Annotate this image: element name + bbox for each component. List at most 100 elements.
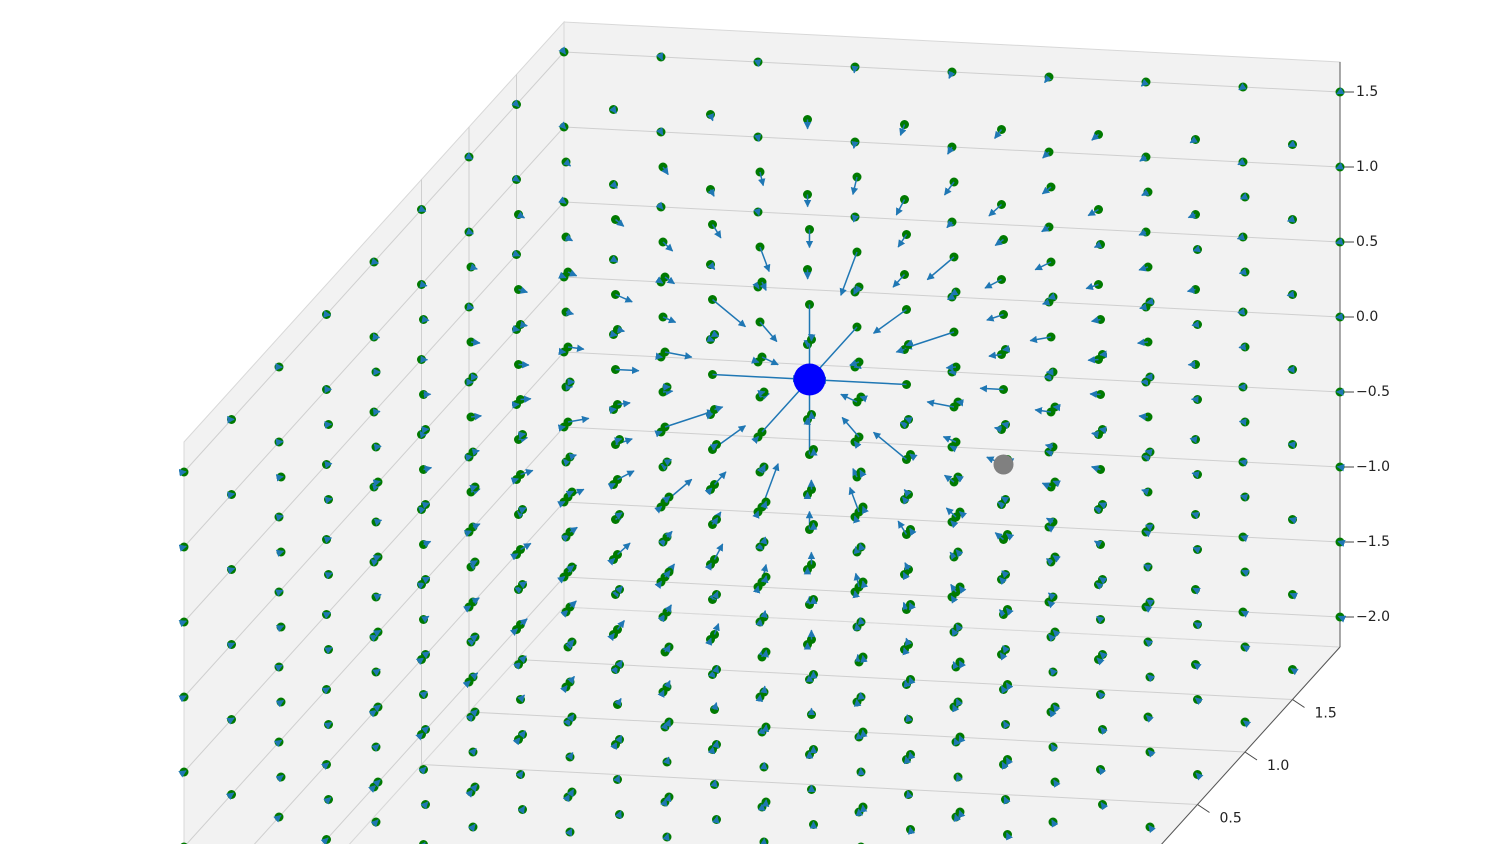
- field-arrow: [759, 536, 768, 545]
- field-arrow: [1186, 286, 1196, 294]
- field-arrow: [565, 308, 575, 316]
- field-arrow: [324, 461, 333, 469]
- field-arrow: [225, 792, 235, 800]
- field-arrow: [655, 201, 664, 210]
- field-arrow: [1143, 530, 1152, 538]
- field-arrow: [1047, 292, 1057, 300]
- field-arrow: [1138, 228, 1147, 236]
- field-arrow: [1237, 308, 1246, 316]
- field-arrow: [998, 609, 1007, 618]
- field-arrow: [1144, 448, 1153, 457]
- field-arrow: [1041, 186, 1052, 195]
- y-tick-label: 1.5: [1315, 706, 1337, 722]
- field-arrow: [662, 241, 674, 252]
- field-arrow: [518, 360, 530, 369]
- field-arrow: [1000, 685, 1009, 694]
- field-arrow: [909, 527, 917, 537]
- field-arrow: [654, 505, 663, 514]
- field-arrow: [275, 699, 285, 708]
- field-arrow: [510, 477, 520, 485]
- field-arrow: [753, 134, 762, 143]
- y-grid-line: [421, 764, 1198, 805]
- field-arrow: [373, 443, 382, 451]
- field-arrow: [470, 412, 483, 421]
- field-arrow: [839, 251, 858, 296]
- field-arrow: [178, 544, 187, 552]
- field-arrow: [994, 129, 1003, 139]
- field-arrow: [515, 770, 524, 779]
- field-arrow: [905, 339, 914, 347]
- field-arrow: [1091, 430, 1100, 439]
- field-arrow: [471, 448, 480, 456]
- field-arrow: [469, 484, 478, 493]
- field-arrow: [1098, 767, 1107, 776]
- field-arrow: [712, 373, 801, 383]
- field-arrow: [955, 549, 964, 558]
- field-arrow: [704, 487, 713, 496]
- field-arrow: [273, 814, 282, 823]
- field-arrow: [1048, 633, 1056, 642]
- field-arrow: [905, 637, 913, 647]
- field-arrow: [613, 774, 621, 784]
- field-arrow: [469, 560, 478, 568]
- field-arrow: [895, 346, 905, 354]
- field-arrow: [566, 639, 575, 648]
- field-arrow: [851, 214, 860, 223]
- field-arrow: [1052, 555, 1061, 563]
- field-arrow: [468, 747, 477, 757]
- z-tick-label: −1.5: [1356, 534, 1390, 550]
- charge: [993, 454, 1014, 475]
- field-arrow: [710, 330, 720, 338]
- field-arrow: [984, 278, 1002, 289]
- field-arrow: [470, 338, 481, 346]
- field-arrow: [1095, 582, 1104, 590]
- field-arrow: [955, 623, 963, 632]
- field-arrow: [464, 454, 474, 462]
- field-arrow: [614, 697, 622, 707]
- field-arrow: [926, 399, 955, 408]
- field-arrow: [557, 575, 566, 584]
- field-arrow: [520, 469, 534, 477]
- field-arrow: [372, 779, 381, 788]
- field-arrow: [849, 359, 860, 367]
- field-arrow: [372, 668, 381, 677]
- field-arrow: [908, 751, 916, 760]
- field-arrow: [607, 482, 616, 491]
- field-arrow: [275, 514, 284, 522]
- field-arrow: [850, 176, 859, 196]
- field-arrow: [609, 255, 619, 263]
- field-arrow: [1053, 779, 1061, 788]
- z-tick-label: 1.0: [1356, 159, 1378, 175]
- field-arrow: [656, 127, 664, 136]
- field-arrow: [370, 257, 380, 266]
- z-tick-label: −2.0: [1356, 609, 1390, 625]
- field-arrow: [226, 717, 235, 725]
- field-arrow: [945, 363, 957, 371]
- charge: [793, 363, 826, 396]
- field-arrow: [511, 249, 521, 257]
- field-arrow: [324, 646, 333, 655]
- field-arrow: [1089, 390, 1101, 399]
- field-arrow: [472, 523, 481, 531]
- field-arrow: [663, 718, 671, 728]
- field-arrow: [469, 784, 478, 793]
- field-arrow: [415, 732, 424, 741]
- field-arrow: [420, 801, 429, 810]
- field-arrow: [1049, 668, 1058, 677]
- field-arrow: [1093, 540, 1103, 548]
- field-arrow: [1001, 761, 1009, 770]
- y-grid-line: [516, 659, 1293, 700]
- field-arrow: [1145, 524, 1154, 532]
- field-arrow: [421, 315, 430, 323]
- field-arrow: [1240, 535, 1249, 543]
- field-arrow: [568, 600, 577, 609]
- field-arrow: [1034, 261, 1052, 271]
- field-arrow: [759, 321, 778, 343]
- field-arrow: [1005, 757, 1014, 766]
- field-arrow: [950, 520, 959, 529]
- field-arrow: [904, 417, 913, 425]
- field-arrow: [905, 790, 913, 799]
- field-arrow: [1193, 662, 1202, 671]
- field-arrow: [609, 330, 618, 338]
- z-tick-label: −1.0: [1356, 459, 1390, 475]
